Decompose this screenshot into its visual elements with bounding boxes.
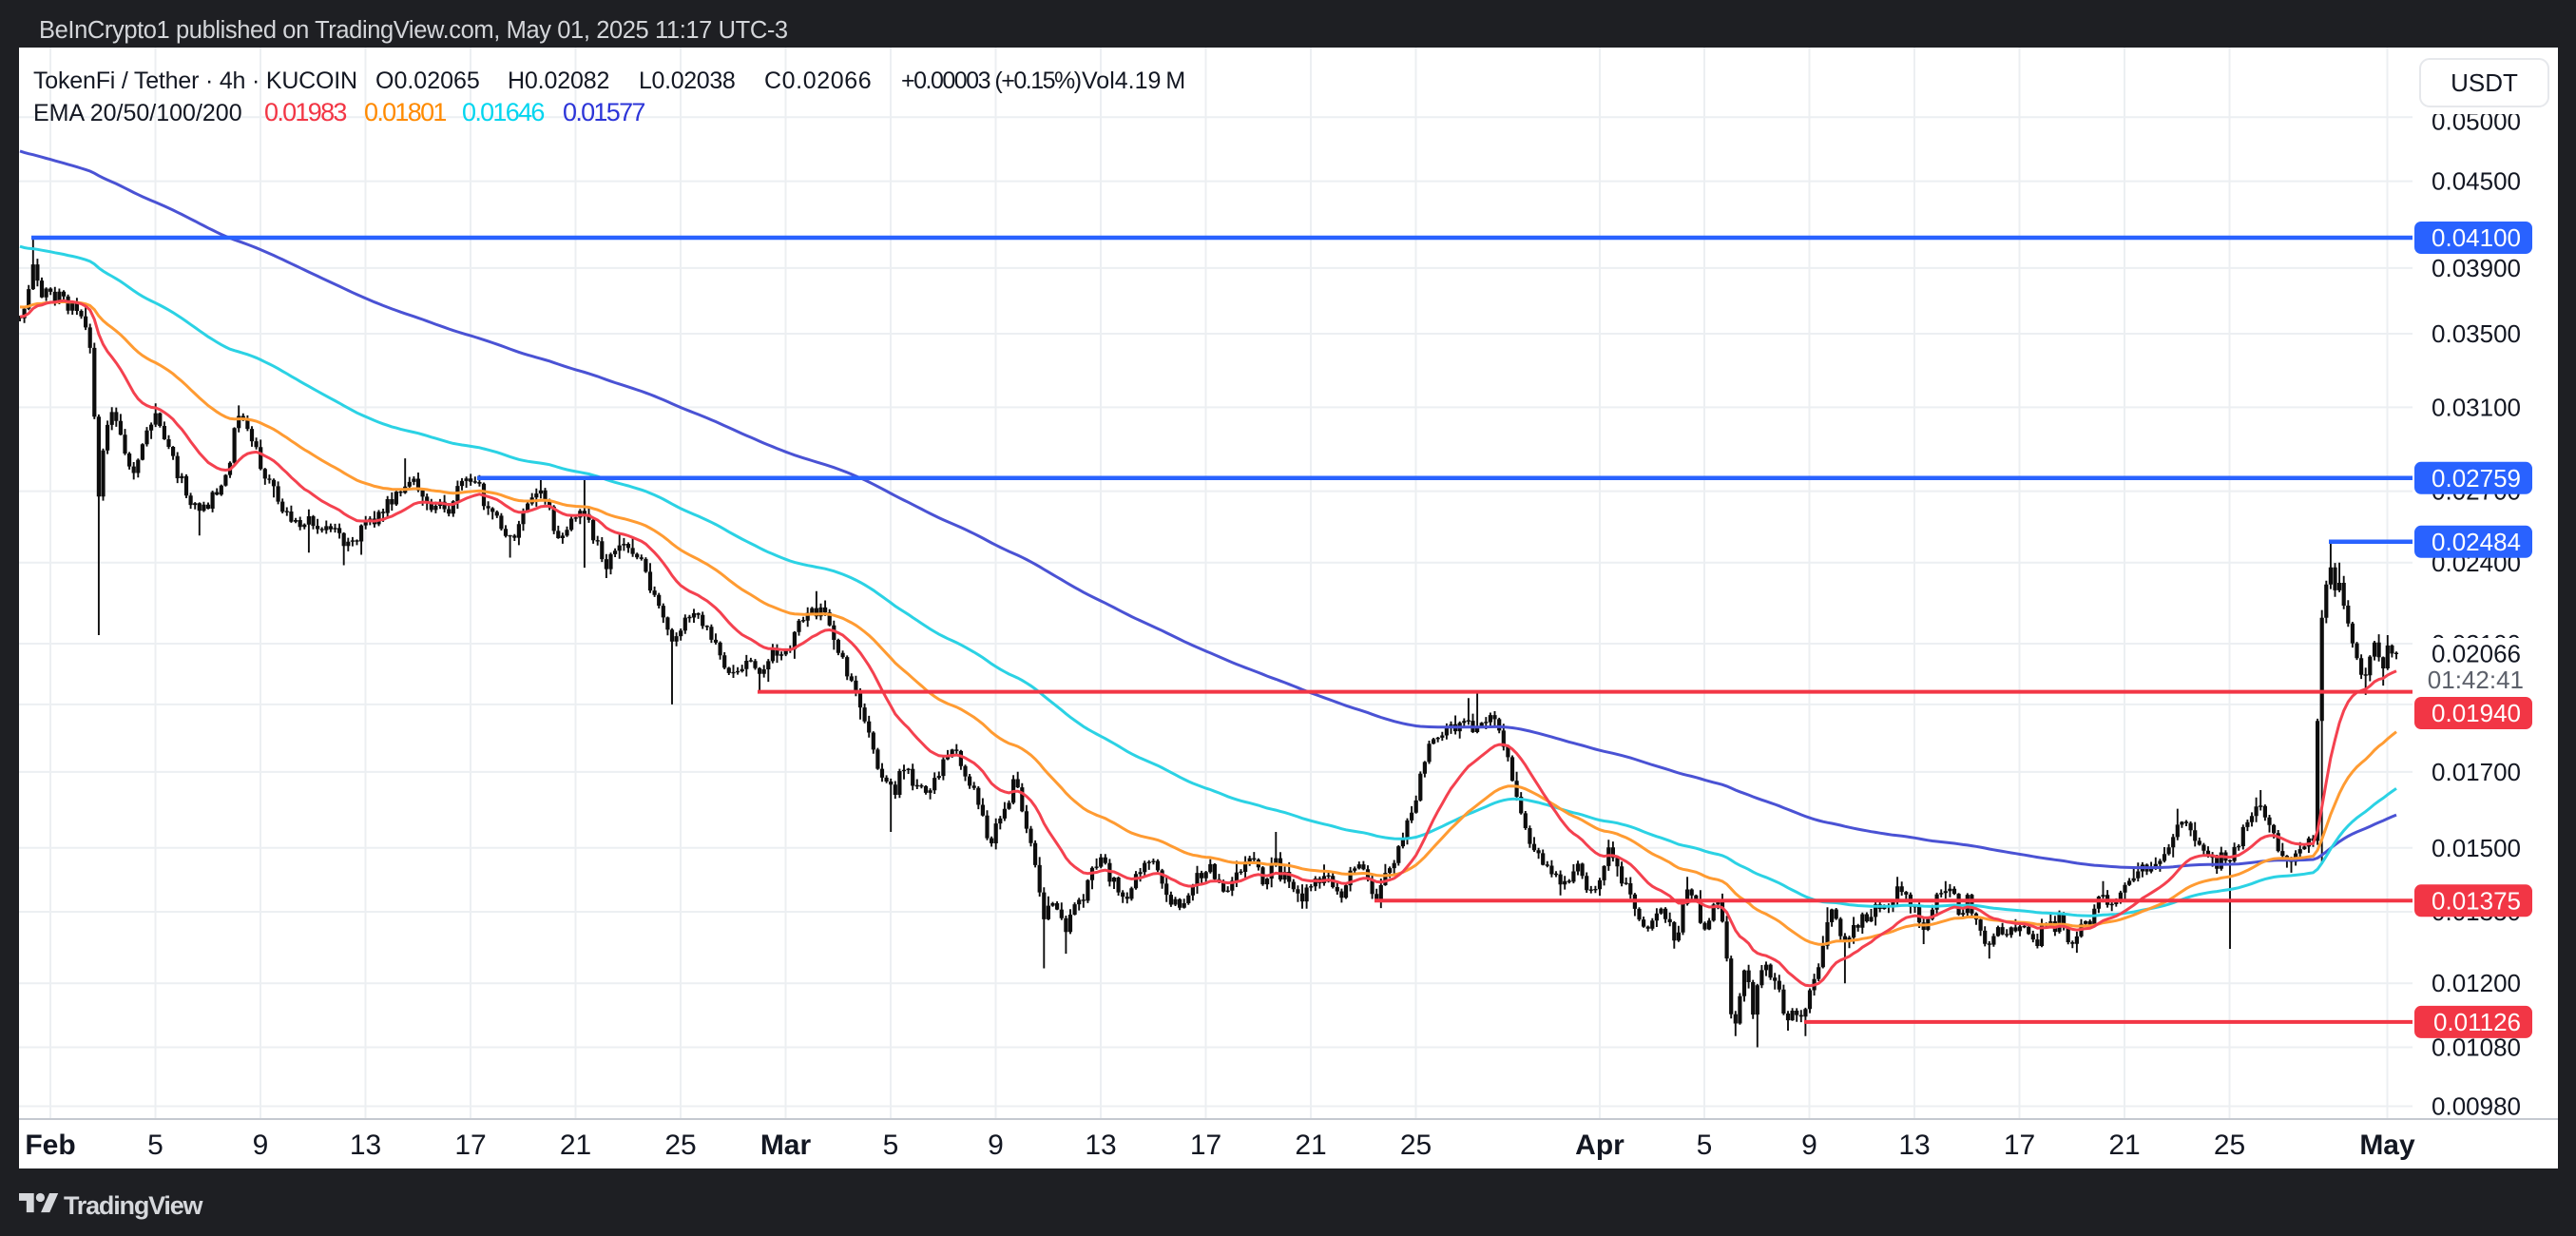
svg-text:EMA 20/50/100/200: EMA 20/50/100/200	[33, 100, 242, 126]
svg-text:25: 25	[1400, 1130, 1432, 1161]
svg-text:0.04100: 0.04100	[2432, 223, 2521, 252]
svg-text:0.01500: 0.01500	[2432, 834, 2521, 862]
svg-text:17: 17	[2004, 1130, 2035, 1161]
svg-text:0.01983: 0.01983	[264, 98, 346, 126]
svg-text:H0.02082: H0.02082	[508, 68, 609, 94]
svg-text:21: 21	[2108, 1130, 2140, 1161]
svg-text:13: 13	[1898, 1130, 1930, 1161]
svg-text:0.01577: 0.01577	[563, 98, 644, 126]
svg-text:0.03100: 0.03100	[2432, 393, 2521, 421]
svg-text:0.03900: 0.03900	[2432, 254, 2521, 282]
svg-text:21: 21	[1295, 1130, 1326, 1161]
svg-text:9: 9	[1801, 1130, 1817, 1161]
svg-text:5: 5	[1697, 1130, 1713, 1161]
svg-text:0.01940: 0.01940	[2432, 699, 2521, 727]
svg-text:25: 25	[664, 1130, 696, 1161]
svg-text:0.01700: 0.01700	[2432, 758, 2521, 786]
svg-text:USDT: USDT	[2451, 68, 2518, 97]
svg-text:5: 5	[883, 1130, 899, 1161]
svg-text:21: 21	[560, 1130, 591, 1161]
svg-text:O0.02065: O0.02065	[375, 68, 480, 94]
svg-text:9: 9	[253, 1130, 269, 1161]
svg-text:17: 17	[454, 1130, 486, 1161]
svg-text:0.01200: 0.01200	[2432, 969, 2521, 997]
svg-text:0.01646: 0.01646	[462, 98, 544, 126]
svg-text:Mar: Mar	[760, 1130, 812, 1161]
svg-text:0.00980: 0.00980	[2432, 1092, 2521, 1121]
svg-text:0.01375: 0.01375	[2432, 886, 2521, 915]
svg-text:+0.00003 (+0.15%): +0.00003 (+0.15%)	[901, 68, 1081, 94]
svg-text:May: May	[2359, 1130, 2415, 1161]
svg-text:C0.02066: C0.02066	[764, 68, 872, 94]
svg-text:0.02066: 0.02066	[2432, 639, 2521, 667]
svg-text:0.01126: 0.01126	[2433, 1008, 2521, 1036]
svg-text:25: 25	[2214, 1130, 2245, 1161]
svg-text:5: 5	[147, 1130, 163, 1161]
svg-text:BeInCrypto1 published on Tradi: BeInCrypto1 published on TradingView.com…	[39, 17, 788, 44]
svg-text:13: 13	[350, 1130, 381, 1161]
svg-text:Apr: Apr	[1575, 1130, 1624, 1161]
svg-text:TradingView: TradingView	[64, 1191, 204, 1220]
svg-text:Feb: Feb	[25, 1130, 75, 1161]
svg-text:9: 9	[988, 1130, 1004, 1161]
svg-text:0.02759: 0.02759	[2432, 464, 2521, 492]
svg-text:L0.02038: L0.02038	[639, 68, 735, 94]
svg-text:01:42:41: 01:42:41	[2428, 666, 2524, 694]
svg-text:13: 13	[1085, 1130, 1116, 1161]
svg-text:0.03500: 0.03500	[2432, 319, 2521, 348]
svg-text:Vol4.19 M: Vol4.19 M	[1082, 68, 1185, 94]
svg-text:0.02484: 0.02484	[2432, 528, 2521, 556]
svg-text:TokenFi / Tether · 4h · KUCOIN: TokenFi / Tether · 4h · KUCOIN	[33, 68, 357, 94]
svg-text:0.04500: 0.04500	[2432, 167, 2521, 196]
svg-text:0.01801: 0.01801	[364, 98, 446, 126]
svg-text:17: 17	[1190, 1130, 1221, 1161]
